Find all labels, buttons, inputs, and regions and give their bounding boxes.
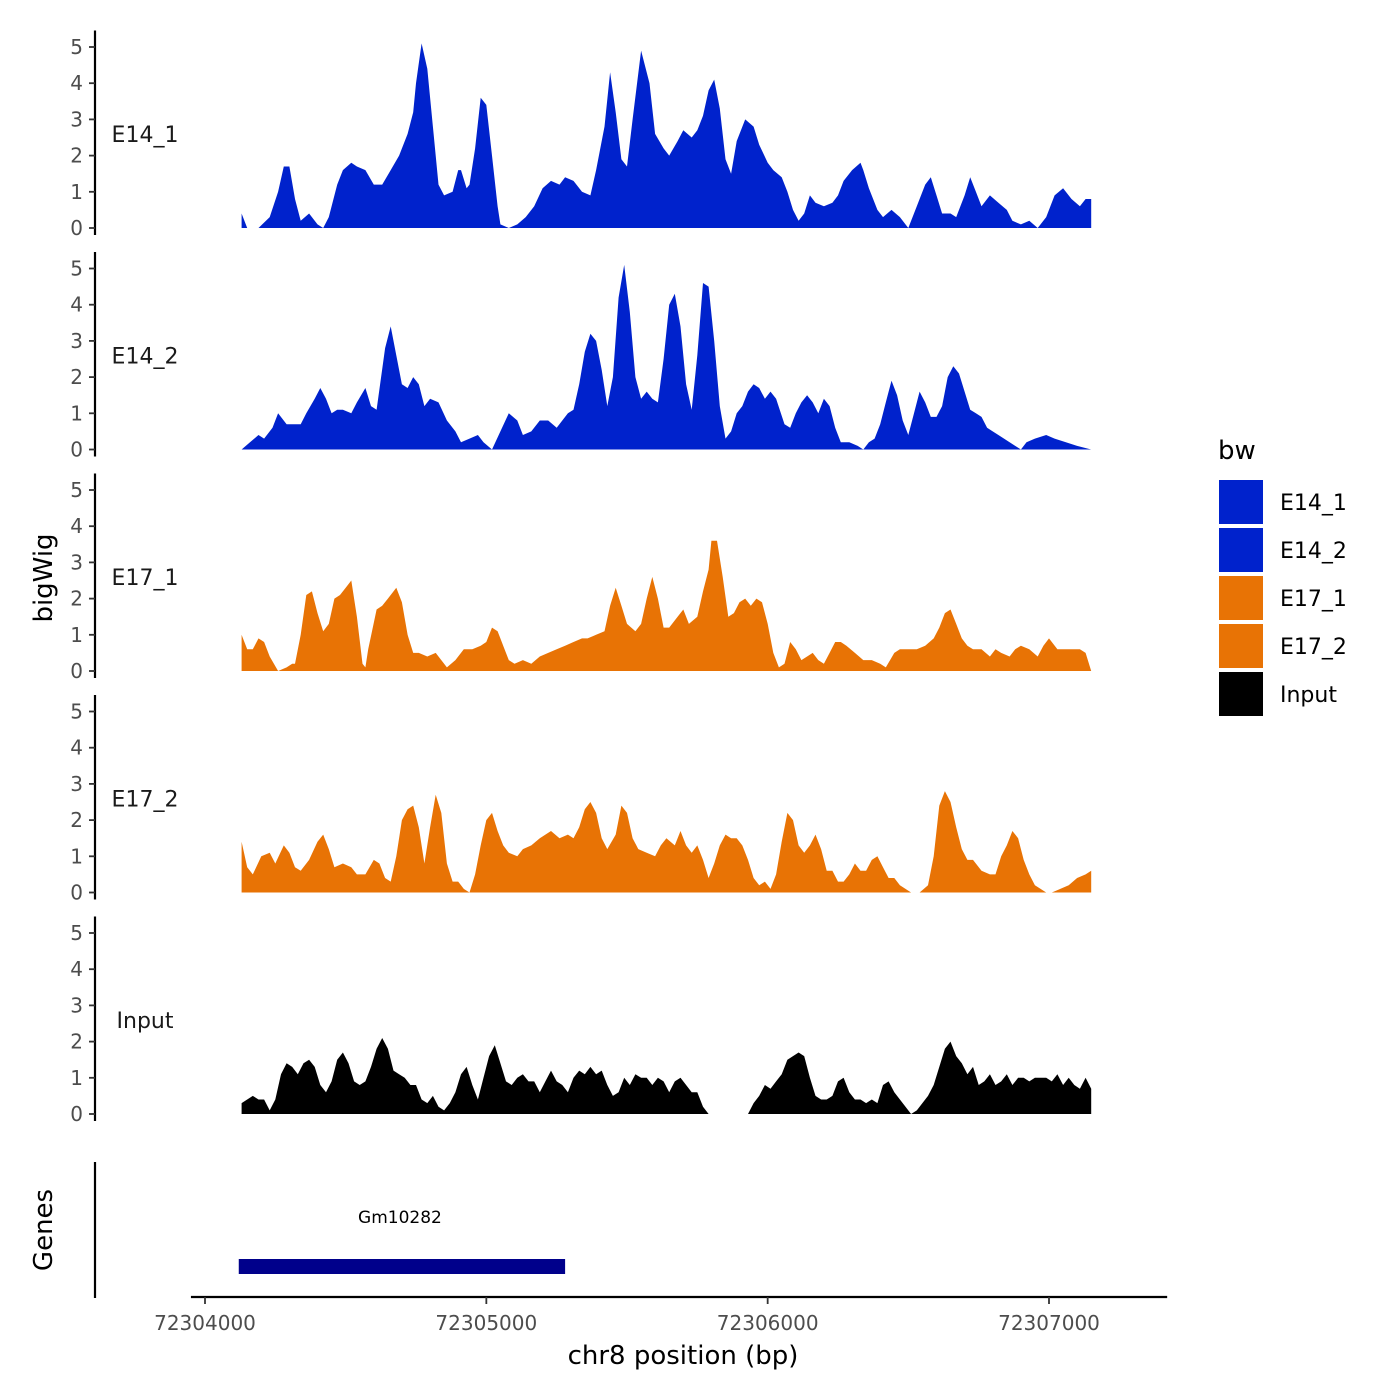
track-label: E14_1 [112, 123, 179, 148]
y-axis-title: bigWig [29, 533, 59, 622]
y-tick-label: 2 [70, 1030, 83, 1054]
y-tick-label: 3 [70, 107, 83, 131]
y-tick-label: 4 [70, 293, 83, 317]
x-tick-label: 72306000 [717, 1311, 819, 1335]
signal-area-Input [748, 1041, 1092, 1114]
gene-track: Gm10282 [93, 1162, 566, 1298]
y-tick-label: 1 [70, 1066, 83, 1090]
y-tick-label: 4 [70, 736, 83, 760]
signal-area-Input [241, 1038, 726, 1114]
track-E17_1: 0 1 2 3 4 5 E17_1 [70, 473, 1092, 683]
y-tick-label: 3 [70, 993, 83, 1017]
y-tick-label: 3 [70, 772, 83, 796]
y-tick-label: 1 [70, 180, 83, 204]
y-tick-label: 2 [70, 365, 83, 389]
x-tick-label: 72305000 [435, 1311, 537, 1335]
legend-key-E14_1 [1219, 480, 1263, 524]
track-label: E17_2 [112, 788, 179, 813]
track-label: E14_2 [112, 345, 179, 370]
track-label: Input [117, 1009, 174, 1034]
y-tick-label: 0 [70, 881, 83, 905]
y-tick-label: 2 [70, 144, 83, 168]
legend-label: E14_1 [1280, 491, 1347, 516]
signal-area-E17_1 [241, 540, 1092, 671]
signal-area-E14_2 [241, 264, 1092, 450]
x-axis-title: chr8 position (bp) [568, 1341, 799, 1371]
y-tick-label: 4 [70, 957, 83, 981]
legend-key-E14_2 [1219, 528, 1263, 572]
signal-tracks: 0 1 2 3 4 5 E14_1 0 1 2 3 4 5 E14_2 0 1 2 3 4 5 E17_1 0 1 2 3 4 5 E… [70, 30, 1092, 1126]
y-tick-label: 2 [70, 808, 83, 832]
y-tick-label: 2 [70, 587, 83, 611]
legend-key-E17_2 [1219, 624, 1263, 668]
track-E14_1: 0 1 2 3 4 5 E14_1 [70, 30, 1092, 240]
y-tick-label: 0 [70, 216, 83, 240]
legend-title: bw [1218, 436, 1256, 466]
y-tick-label: 5 [70, 478, 83, 502]
y-tick-label: 1 [70, 844, 83, 868]
y-tick-label: 1 [70, 401, 83, 425]
signal-area-E14_1 [241, 43, 1092, 229]
legend-label: E17_1 [1280, 587, 1347, 612]
y-tick-label: 4 [70, 514, 83, 538]
y-tick-label: 1 [70, 623, 83, 647]
legend-key-E17_1 [1219, 576, 1263, 620]
legend: bw E14_1 E14_2 E17_1 E17_2 Input [1218, 436, 1347, 716]
gene-Gm10282 [238, 1259, 566, 1274]
legend-label: E17_2 [1280, 635, 1347, 660]
y-tick-label: 0 [70, 1102, 83, 1126]
y-tick-label: 3 [70, 329, 83, 353]
track-E14_2: 0 1 2 3 4 5 E14_2 [70, 252, 1092, 462]
legend-key-Input [1219, 672, 1263, 716]
track-E17_2: 0 1 2 3 4 5 E17_2 [70, 695, 1092, 905]
legend-label: E14_2 [1280, 539, 1347, 564]
legend-label: Input [1280, 683, 1337, 708]
x-axis: 72304000 72305000 72306000 72307000 [154, 1295, 1168, 1335]
y-tick-label: 5 [70, 35, 83, 59]
track-label: E17_1 [112, 566, 179, 591]
y-tick-label: 5 [70, 921, 83, 945]
x-tick-label: 72307000 [998, 1311, 1100, 1335]
y-tick-label: 0 [70, 438, 83, 462]
y-tick-label: 0 [70, 659, 83, 683]
y-tick-label: 4 [70, 71, 83, 95]
x-tick-label: 72304000 [154, 1311, 256, 1335]
gene-label: Gm10282 [358, 1208, 442, 1228]
y-tick-label: 5 [70, 700, 83, 724]
track-Input: 0 1 2 3 4 5 Input [70, 916, 1092, 1126]
y-tick-label: 5 [70, 257, 83, 281]
genes-axis-title: Genes [29, 1189, 59, 1271]
signal-area-E17_2 [241, 791, 1092, 893]
y-tick-label: 3 [70, 550, 83, 574]
